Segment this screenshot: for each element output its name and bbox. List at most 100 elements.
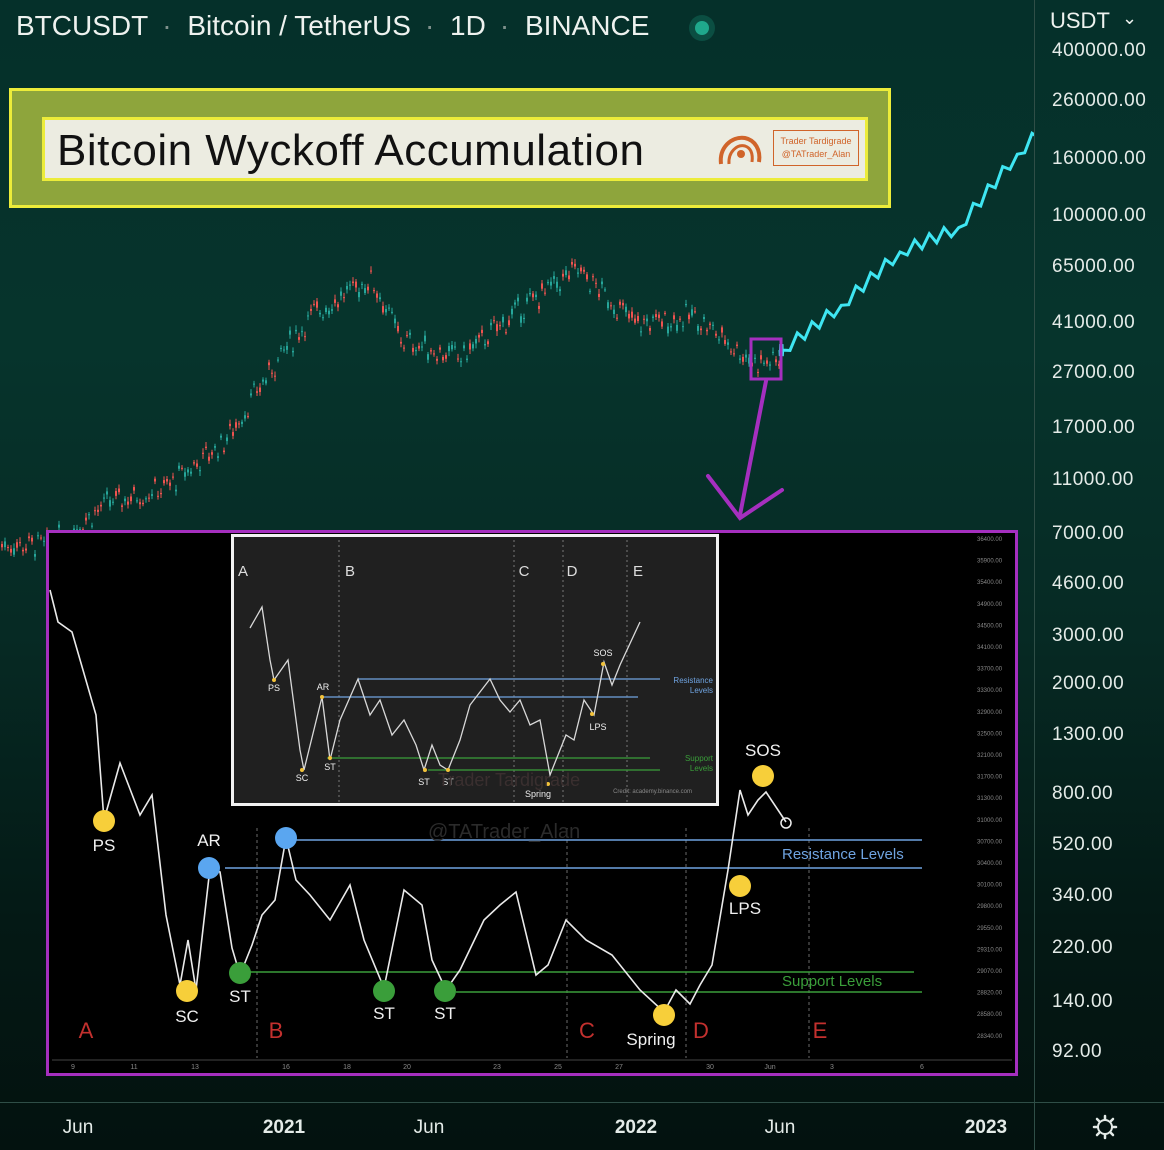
zoom-highlight-box xyxy=(749,337,783,381)
time-tick: 2023 xyxy=(964,1117,1008,1138)
candle-body xyxy=(451,345,453,350)
candle-body xyxy=(430,350,432,352)
title-inner-panel: Bitcoin Wyckoff Accumulation Trader Tard… xyxy=(42,117,868,181)
currency-selector[interactable]: USDT ⌄ xyxy=(1050,8,1137,34)
candle-body xyxy=(427,354,429,360)
candle-body xyxy=(13,548,15,555)
candle-body xyxy=(661,321,663,327)
candle-body xyxy=(637,316,639,322)
candle-body xyxy=(706,329,708,332)
candle-body xyxy=(85,517,87,521)
candle-body xyxy=(31,537,33,542)
candle-body xyxy=(145,498,147,500)
symbol-header[interactable]: BTCUSDT · Bitcoin / TetherUS · 1D · BINANCE xyxy=(16,10,717,42)
candle-body xyxy=(181,467,183,469)
candle-body xyxy=(484,343,486,346)
interval-label[interactable]: 1D xyxy=(450,10,486,41)
candle-body xyxy=(658,314,660,318)
candle-body xyxy=(532,293,534,298)
price-tick: 140.00 xyxy=(1052,991,1114,1012)
candle-body xyxy=(574,263,576,267)
candle-body xyxy=(217,456,219,458)
candle-body xyxy=(580,267,582,272)
candle-body xyxy=(700,328,702,331)
price-tick: 3000.00 xyxy=(1052,625,1125,646)
candle-body xyxy=(190,471,192,474)
price-chart[interactable] xyxy=(0,0,1034,1100)
candle-body xyxy=(454,346,456,348)
candle-body xyxy=(262,379,264,382)
candle-body xyxy=(709,323,711,325)
candle-body xyxy=(424,335,426,342)
candle-body xyxy=(106,491,108,495)
candle-body xyxy=(313,303,315,305)
historical-candles xyxy=(1,258,780,561)
candle-body xyxy=(220,435,222,438)
candle-body xyxy=(94,510,96,512)
price-tick: 160000.00 xyxy=(1052,148,1147,169)
candle-body xyxy=(691,309,693,316)
candle-body xyxy=(286,345,288,350)
candle-body xyxy=(697,325,699,331)
candle-body xyxy=(526,297,528,302)
candle-body xyxy=(628,313,630,319)
title-text: Bitcoin Wyckoff Accumulation xyxy=(57,126,645,175)
candle-body xyxy=(760,355,762,360)
candle-body xyxy=(667,326,669,334)
candle-body xyxy=(7,546,9,548)
candle-body xyxy=(136,500,138,502)
candle-body xyxy=(481,329,483,333)
price-tick: 11000.00 xyxy=(1052,469,1134,490)
candle-body xyxy=(331,309,333,311)
candle-body xyxy=(73,528,75,531)
candle-body xyxy=(733,353,735,355)
tardigrade-logo-icon xyxy=(718,135,762,165)
candle-body xyxy=(349,284,351,286)
candle-body xyxy=(577,272,579,274)
candle-body xyxy=(394,318,396,324)
candle-body xyxy=(655,314,657,318)
candle-body xyxy=(640,331,642,333)
time-tick: Jun xyxy=(62,1117,94,1138)
candle-body xyxy=(364,288,366,293)
candle-body xyxy=(502,316,504,323)
time-tick: 2021 xyxy=(262,1117,306,1138)
candle-body xyxy=(109,500,111,507)
candle-body xyxy=(112,501,114,503)
candle-body xyxy=(118,488,120,493)
candle-body xyxy=(388,307,390,309)
candle-body xyxy=(682,326,684,328)
candle-body xyxy=(625,306,627,313)
candle-body xyxy=(715,333,717,336)
candle-body xyxy=(97,509,99,512)
candle-body xyxy=(115,491,117,496)
candle-body xyxy=(298,337,300,340)
price-tick: 4600.00 xyxy=(1052,573,1125,594)
candle-body xyxy=(535,294,537,298)
candle-body xyxy=(598,293,600,297)
settings-gear-icon[interactable] xyxy=(1092,1114,1118,1140)
candle-body xyxy=(211,452,213,455)
price-tick: 800.00 xyxy=(1052,783,1114,804)
symbol-ticker[interactable]: BTCUSDT xyxy=(16,10,149,41)
candle-body xyxy=(127,501,129,505)
candle-body xyxy=(166,479,168,482)
title-card: Bitcoin Wyckoff Accumulation Trader Tard… xyxy=(9,88,891,208)
candle-body xyxy=(151,494,153,496)
candle-body xyxy=(4,541,6,548)
candle-body xyxy=(10,548,12,553)
price-axis-divider xyxy=(1034,0,1035,1150)
candle-body xyxy=(586,274,588,280)
candle-body xyxy=(334,299,336,303)
candle-body xyxy=(304,336,306,338)
candle-body xyxy=(478,334,480,338)
candle-body xyxy=(250,393,252,396)
candle-body xyxy=(193,462,195,464)
candle-body xyxy=(91,525,93,527)
candle-body xyxy=(238,423,240,425)
candle-body xyxy=(646,318,648,322)
candle-body xyxy=(745,354,747,358)
candle-body xyxy=(391,311,393,313)
candle-body xyxy=(328,310,330,315)
chevron-down-icon: ⌄ xyxy=(1122,8,1138,28)
